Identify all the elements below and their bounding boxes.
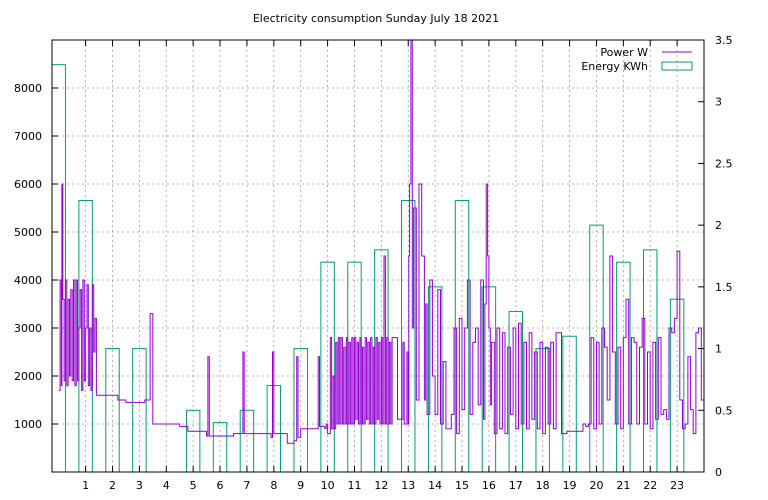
y2-tick-label: 3.5 [715,34,733,47]
x-tick-label: 22 [643,479,657,492]
x-tick-label: 7 [243,479,250,492]
y2-tick-label: 2.5 [715,157,733,170]
legend-label: Power W [600,46,648,59]
x-tick-label: 8 [270,479,277,492]
x-tick-label: 1 [82,479,89,492]
y2-tick-label: 2 [715,219,722,232]
x-tick-label: 19 [563,479,577,492]
y2-tick-label: 0 [715,466,722,479]
y2-tick-label: 3 [715,96,722,109]
x-tick-label: 3 [136,479,143,492]
axes: 1 2 3 4 5 6 7 8 9 10 11 12 13 14 15 16 17 18 19 20 21 22 23100… [14,34,733,492]
y2-tick-label: 0.5 [715,404,733,417]
legend-label: Energy KWh [581,60,648,73]
power-line [58,39,705,444]
x-tick-label: 23 [670,479,684,492]
x-tick-label: 14 [428,479,442,492]
x-tick-label: 12 [374,479,388,492]
x-tick-label: 21 [616,479,630,492]
y-tick-label: 3000 [14,322,42,335]
y-tick-label: 6000 [14,178,42,191]
y2-tick-label: 1 [715,343,722,356]
x-tick-label: 18 [536,479,550,492]
x-tick-label: 9 [297,479,304,492]
y-tick-label: 2000 [14,370,42,383]
y-tick-label: 5000 [14,226,42,239]
x-tick-label: 2 [109,479,116,492]
x-tick-label: 16 [482,479,496,492]
grid-lines [52,40,704,472]
x-tick-label: 10 [321,479,335,492]
x-tick-label: 15 [455,479,469,492]
x-tick-label: 11 [347,479,361,492]
x-tick-label: 4 [163,479,170,492]
x-tick-label: 20 [589,479,603,492]
y-tick-label: 1000 [14,418,42,431]
y-tick-label: 7000 [14,130,42,143]
x-tick-label: 5 [190,479,197,492]
y-tick-label: 8000 [14,82,42,95]
x-tick-label: 6 [217,479,224,492]
power-series [58,39,705,444]
legend-energy-swatch [661,61,693,71]
x-tick-label: 13 [401,479,415,492]
y-tick-label: 4000 [14,274,42,287]
energy-bar [51,64,66,473]
x-tick-label: 17 [509,479,523,492]
y2-tick-label: 1.5 [715,281,733,294]
chart-title: Electricity consumption Sunday July 18 2… [253,12,499,25]
plot-border [51,39,705,473]
